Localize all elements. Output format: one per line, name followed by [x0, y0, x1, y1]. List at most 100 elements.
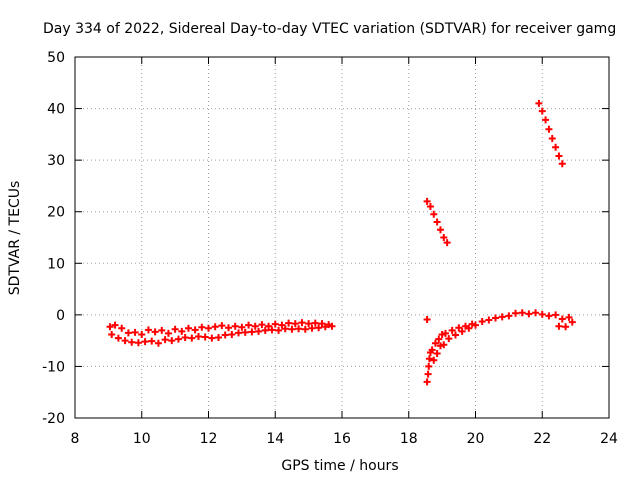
data-point — [134, 339, 142, 347]
data-point — [295, 325, 303, 333]
data-point — [111, 321, 119, 329]
data-point — [433, 218, 441, 226]
data-point — [218, 322, 226, 330]
data-point — [315, 324, 323, 332]
series-arc-3 — [423, 197, 451, 247]
data-point — [231, 322, 239, 330]
axis-ticks: 8 10 12 14 16 18 20 22 24 -20 -10 0 10 20 30 40 50 — [42, 50, 618, 447]
data-point — [425, 355, 433, 363]
data-point — [144, 326, 152, 334]
data-point — [430, 210, 438, 218]
y-tick-label: 40 — [47, 102, 65, 118]
data-point — [438, 330, 446, 338]
data-point — [485, 316, 493, 324]
data-point — [545, 125, 553, 133]
data-point — [271, 320, 279, 328]
chart-title: Day 334 of 2022, Sidereal Day-to-day VTE… — [43, 21, 616, 37]
data-point — [114, 334, 122, 342]
data-point — [558, 315, 566, 323]
data-point — [298, 319, 306, 327]
data-point — [291, 320, 299, 328]
data-point — [148, 337, 156, 345]
data-point — [215, 334, 223, 342]
data-point — [164, 329, 172, 337]
data-point — [261, 326, 269, 334]
data-point — [311, 319, 319, 327]
data-point — [328, 322, 336, 330]
data-point — [436, 342, 444, 350]
x-axis-label: GPS time / hours — [281, 458, 398, 474]
data-point — [228, 330, 236, 338]
data-point — [118, 324, 126, 332]
series-arc-2 — [423, 309, 576, 386]
data-point — [124, 329, 132, 337]
data-point — [178, 327, 186, 335]
data-point — [221, 331, 229, 339]
x-tick-label: 14 — [266, 431, 284, 447]
data-point — [108, 330, 116, 338]
data-point — [423, 197, 431, 205]
data-point — [281, 325, 289, 333]
data-point — [211, 323, 219, 331]
data-point — [424, 370, 432, 378]
data-point — [241, 328, 249, 336]
data-point — [191, 326, 199, 334]
data-points — [106, 99, 576, 386]
data-point — [555, 322, 563, 330]
data-point — [443, 239, 451, 247]
data-point — [288, 325, 296, 333]
data-point — [158, 326, 166, 334]
data-point — [423, 315, 431, 323]
data-point — [301, 325, 309, 333]
y-axis-label: SDTVAR / TECUs — [7, 181, 23, 296]
data-point — [431, 339, 439, 347]
data-point — [423, 378, 431, 386]
data-point — [225, 324, 233, 332]
data-point — [425, 362, 433, 370]
data-point — [141, 338, 149, 346]
data-point — [565, 313, 573, 321]
data-point — [512, 309, 520, 317]
data-point — [562, 323, 570, 331]
data-point — [428, 346, 436, 354]
data-point — [161, 336, 169, 344]
data-point — [154, 339, 162, 347]
data-point — [426, 203, 434, 211]
data-point — [275, 326, 283, 334]
data-point — [468, 320, 476, 328]
data-point — [555, 152, 563, 160]
data-point — [545, 312, 553, 320]
x-tick-label: 18 — [400, 431, 418, 447]
data-point — [478, 318, 486, 326]
series-arc-4 — [535, 99, 566, 168]
data-point — [171, 325, 179, 333]
data-point — [455, 324, 463, 332]
data-point — [458, 327, 466, 335]
data-point — [258, 321, 266, 329]
x-tick-label: 20 — [467, 431, 485, 447]
x-tick-label: 8 — [71, 431, 80, 447]
data-point — [138, 330, 146, 338]
data-point — [201, 333, 209, 341]
data-point — [278, 321, 286, 329]
data-point — [285, 319, 293, 327]
x-tick-label: 12 — [200, 431, 218, 447]
data-point — [542, 116, 550, 124]
data-point — [445, 335, 453, 343]
x-tick-label: 10 — [133, 431, 151, 447]
data-point — [440, 234, 448, 241]
data-point — [433, 350, 441, 358]
data-point — [255, 327, 263, 335]
data-point — [198, 323, 206, 331]
x-tick-label: 22 — [533, 431, 551, 447]
y-tick-label: 10 — [47, 256, 65, 272]
data-point — [181, 334, 189, 342]
data-point — [492, 314, 500, 322]
data-point — [448, 326, 456, 334]
data-point — [568, 318, 576, 326]
data-point — [436, 226, 444, 234]
data-point — [465, 324, 473, 332]
y-tick-label: 50 — [47, 50, 65, 66]
y-tick-label: 30 — [47, 153, 65, 169]
data-point — [188, 334, 196, 342]
